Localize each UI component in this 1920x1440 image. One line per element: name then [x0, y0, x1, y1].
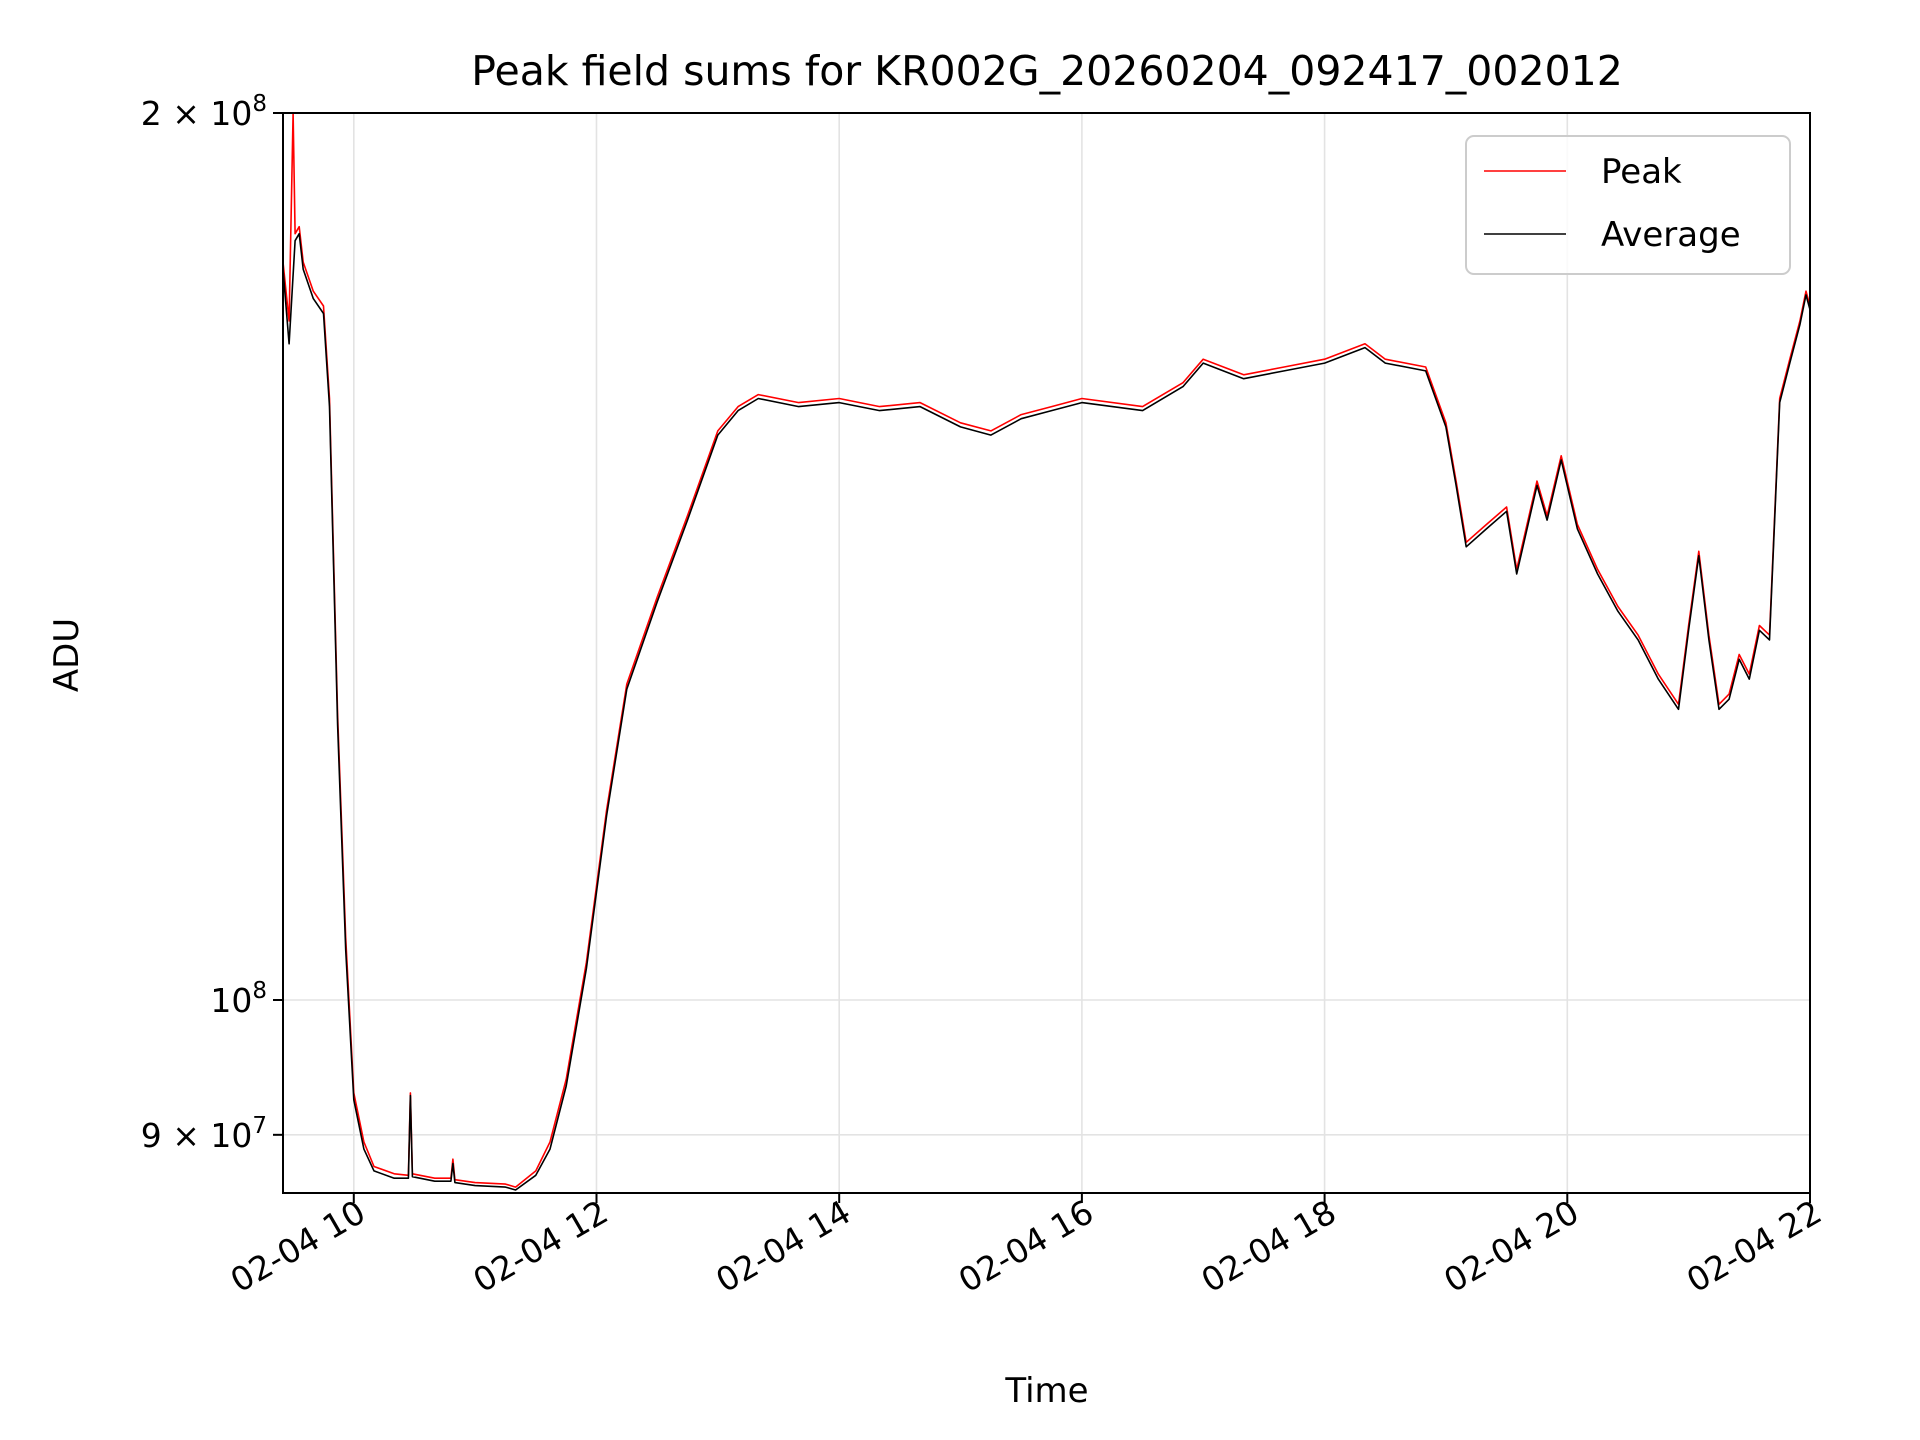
- series-line-average: [282, 232, 1811, 1191]
- legend: Peak Average: [1465, 135, 1791, 275]
- chart-title: Peak field sums for KR002G_20260204_0924…: [471, 47, 1623, 95]
- axes: [282, 112, 1811, 1194]
- plot-frame: [282, 112, 1811, 1194]
- legend-label-peak: Peak: [1601, 152, 1682, 192]
- y-tick-label: 2 × 108: [141, 91, 267, 133]
- y-tick-label: 108: [210, 978, 267, 1020]
- y-tick-label: 9 × 107: [141, 1113, 267, 1155]
- series-layer: [282, 112, 1811, 1191]
- legend-label-average: Average: [1601, 215, 1741, 255]
- y-axis-label: ADU: [47, 618, 87, 692]
- x-axis-label: Time: [1004, 1371, 1088, 1411]
